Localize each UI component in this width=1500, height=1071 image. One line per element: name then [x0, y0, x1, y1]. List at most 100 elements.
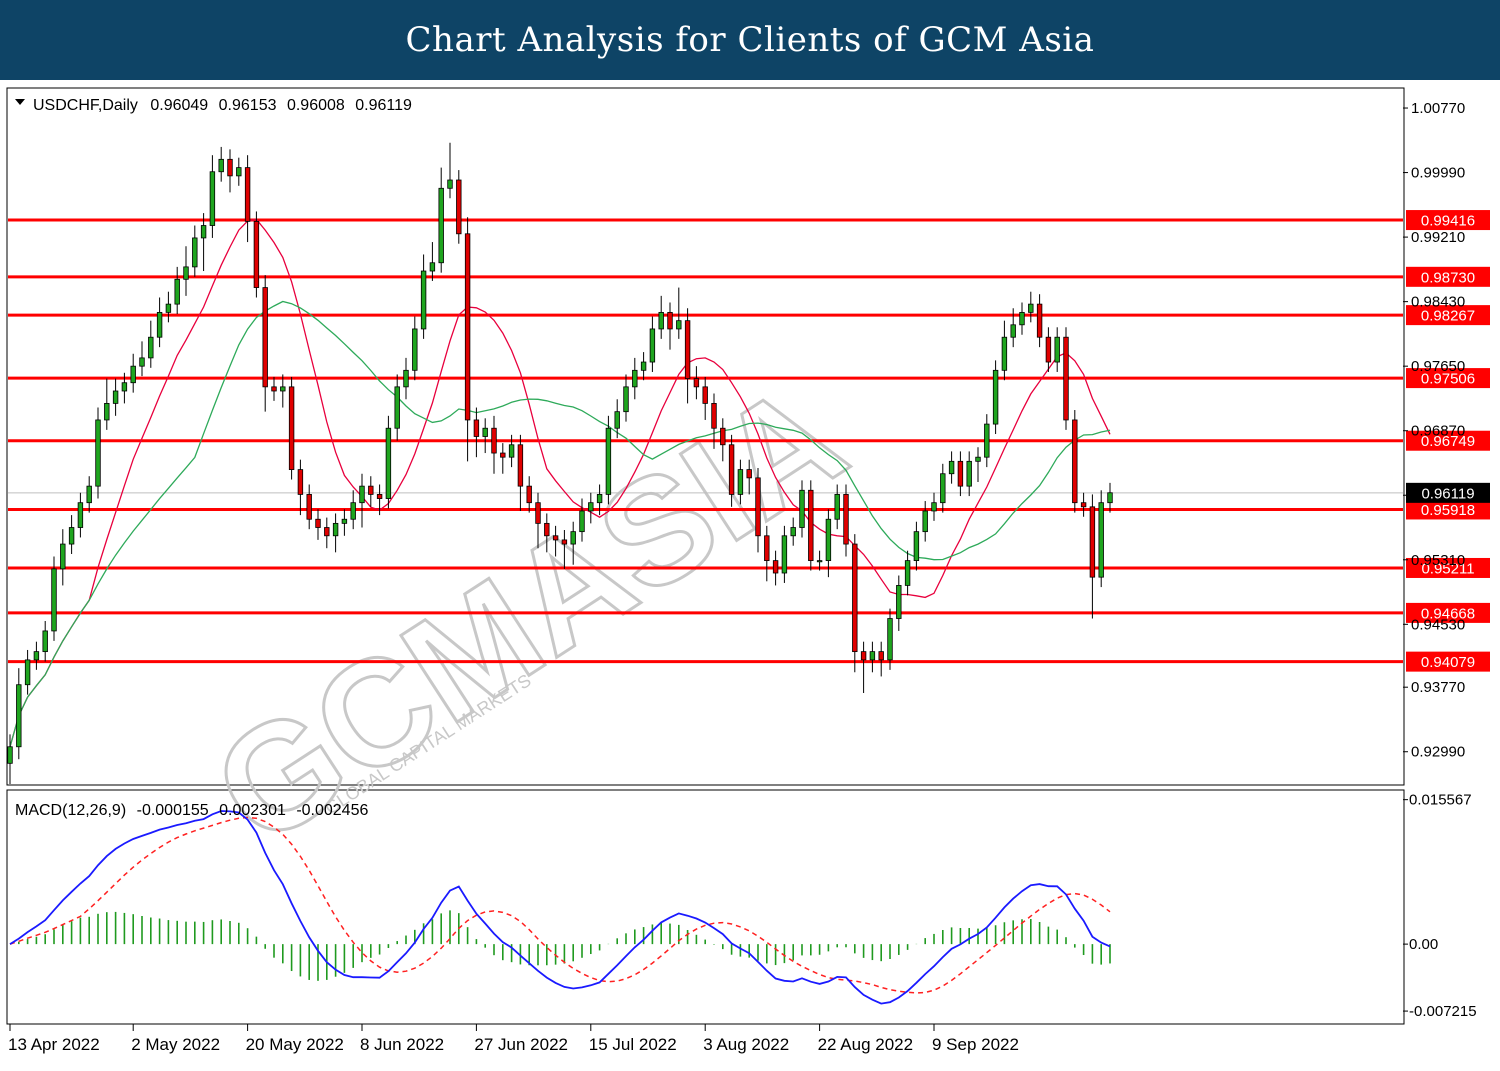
candle — [913, 521, 920, 571]
candle-body-bull — [1028, 303, 1034, 313]
macd-tick-label: 0.015567 — [1409, 792, 1472, 809]
candle — [658, 295, 664, 339]
candle — [1019, 302, 1025, 335]
candle — [605, 415, 612, 505]
candle — [904, 550, 911, 596]
candle-body-bear — [271, 386, 277, 392]
date-tick-label: 22 Aug 2022 — [818, 1035, 913, 1054]
candle — [1001, 320, 1008, 381]
candle — [667, 302, 673, 350]
candle-body-bull — [218, 158, 224, 173]
candle-body-bull — [1010, 324, 1016, 338]
current-price-tag — [1406, 482, 1490, 503]
ma-fast-line — [9, 218, 1111, 747]
level-tag — [1406, 430, 1490, 451]
candle-body-bull — [816, 560, 823, 563]
candle-body-bull — [42, 630, 48, 653]
candle-body-bull — [403, 369, 409, 388]
candle — [975, 447, 981, 483]
candle — [24, 649, 31, 695]
candle — [746, 459, 752, 495]
candle-body-bull — [940, 473, 946, 504]
candle — [790, 517, 796, 546]
candle-body-bull — [174, 278, 180, 305]
candle-body-bull — [121, 382, 128, 392]
candle-body-bear — [1089, 506, 1096, 578]
header-title: Chart Analysis for Clients of GCM Asia — [0, 0, 1500, 80]
support-resistance-levels: 0.99416 0.98730 0.98267 0.97506 0.96749 0.959… — [8, 210, 1490, 672]
candle-body-bear — [244, 167, 251, 222]
candle-body-bear — [368, 485, 374, 495]
candle-body-bull — [200, 225, 207, 239]
candle — [156, 297, 163, 348]
candle-body-bull — [896, 585, 902, 619]
candle-body-bull — [966, 460, 972, 487]
ohlc-close: 0.96119 — [355, 97, 412, 114]
candle-body-bull — [192, 237, 198, 268]
candle-body-bull — [148, 336, 154, 359]
candle-body-bull — [948, 460, 955, 475]
price-tick-label: 0.94530 — [1411, 616, 1465, 633]
candle-body-bear — [517, 444, 524, 487]
price-panel-title: USDCHF,Daily 0.96049 0.96153 0.96008 0.9… — [33, 97, 412, 114]
candle-body-bear — [728, 444, 735, 495]
candle — [764, 525, 770, 582]
candle — [896, 575, 902, 631]
macd-main-line — [9, 810, 1111, 1005]
candle-body-bear — [376, 494, 383, 499]
candle-body-bull — [1001, 336, 1008, 371]
candle — [887, 608, 893, 670]
candle — [1010, 308, 1016, 348]
level-tag — [1406, 210, 1490, 231]
candle-body-bull — [350, 502, 356, 520]
candle — [139, 341, 145, 377]
dropdown-triangle-icon[interactable] — [15, 99, 25, 105]
moving-averages — [9, 218, 1111, 747]
candle — [288, 376, 295, 480]
candle — [200, 213, 207, 272]
candle-body-bear — [526, 485, 532, 504]
candle-body-bear — [878, 651, 884, 661]
candle-body-bull — [975, 456, 981, 462]
candle-body-bull — [887, 618, 893, 661]
candle-body-bull — [438, 187, 444, 264]
macd-tick-label: 0.00 — [1409, 936, 1438, 953]
candle-body-bear — [491, 427, 497, 454]
candle-body-bull — [570, 531, 576, 545]
date-tick-label: 13 Apr 2022 — [8, 1035, 100, 1054]
candle — [33, 641, 40, 670]
level-tag — [1406, 368, 1490, 389]
candle-body-bear — [1072, 419, 1078, 504]
candle — [174, 266, 180, 315]
candle-body-bear — [852, 543, 858, 653]
candle — [535, 492, 541, 549]
date-tick-label: 20 May 2022 — [246, 1035, 344, 1054]
macd-label: MACD(12,26,9) — [15, 802, 126, 819]
candle-body-bull — [68, 527, 75, 545]
candle-body-bear — [561, 539, 568, 545]
macd-hist-value: -0.002456 — [296, 802, 368, 819]
macd-panel-title: MACD(12,26,9) -0.000155 0.002301 -0.0024… — [15, 802, 368, 819]
candle — [843, 484, 849, 557]
level-tag — [1406, 602, 1490, 623]
candle-body-bull — [1054, 336, 1060, 363]
candle-body-bear — [860, 651, 867, 661]
level-tag-label: 0.98730 — [1421, 269, 1475, 286]
candle-body-bull — [280, 386, 286, 392]
candle — [684, 308, 691, 404]
level-tag — [1406, 266, 1490, 287]
candle — [394, 374, 400, 441]
candle — [350, 490, 356, 530]
candle — [473, 407, 480, 458]
candle — [860, 641, 867, 693]
candle-body-bull — [984, 423, 990, 458]
candle-body-bull — [605, 427, 612, 495]
ohlc-high: 0.96153 — [219, 97, 277, 114]
candle — [1107, 482, 1113, 513]
macd-tick-label: -0.007215 — [1409, 1003, 1477, 1020]
candle-body-bull — [236, 167, 242, 177]
candle — [948, 451, 955, 484]
candle-body-bear — [227, 158, 233, 177]
candle — [755, 467, 761, 553]
candle-body-bear — [746, 469, 752, 479]
